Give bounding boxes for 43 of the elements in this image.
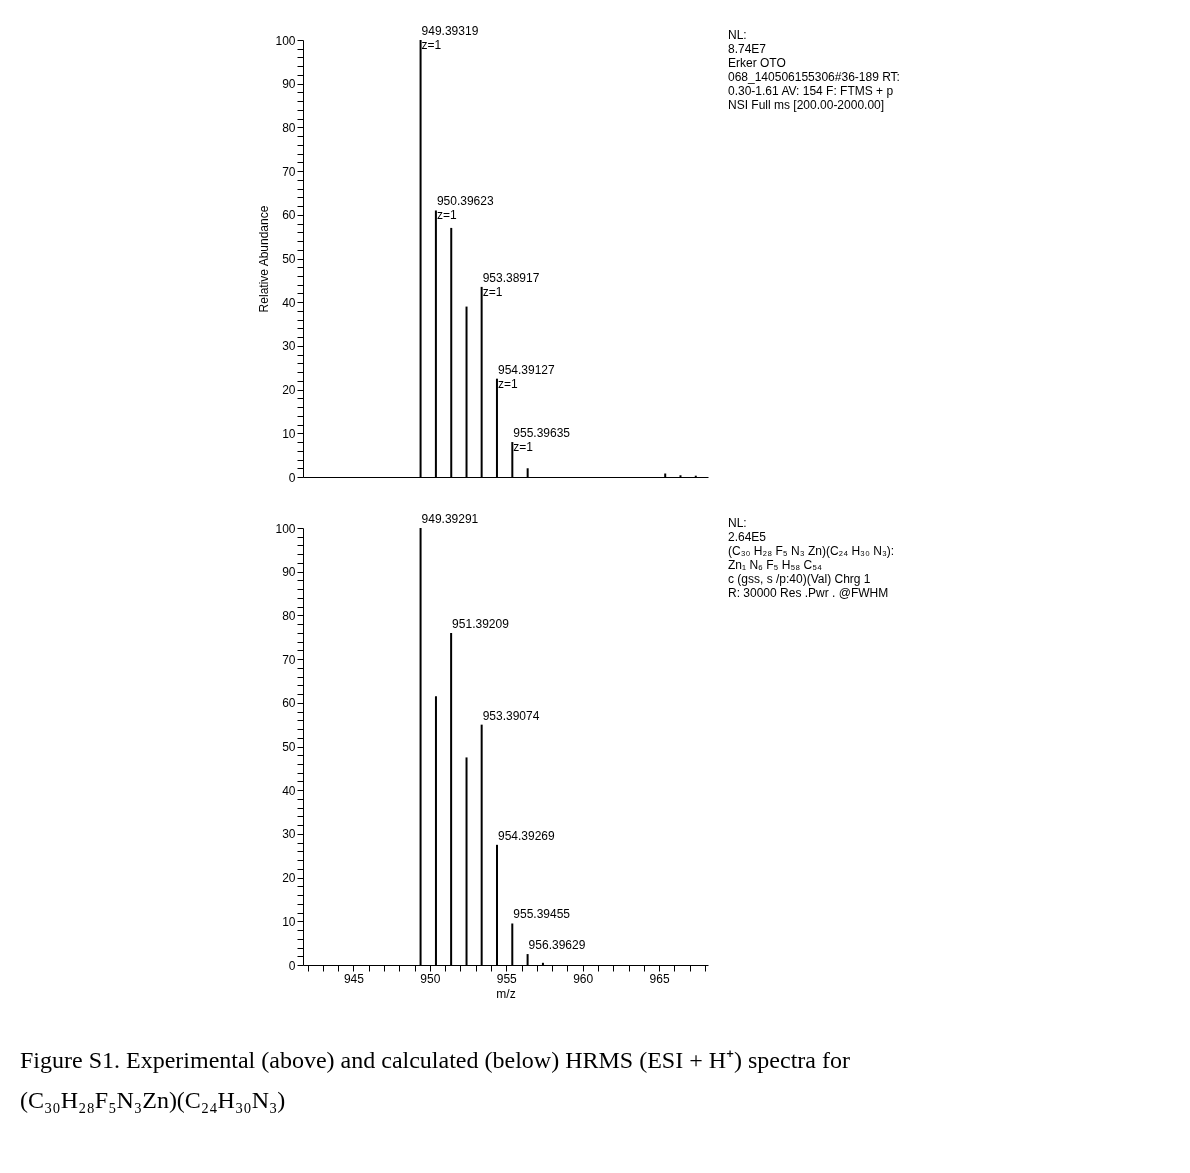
y-tick-label: 30 — [282, 827, 296, 842]
x-tick-label: 955 — [496, 971, 518, 986]
text: NL: 2.64E5 (C₃₀ H₂₈ F₅ N₃ Zn)(C₂₄ H₃₀ N₃): Zn₁ N₆ F₅ H₅₈ C₅₄ c (gss, s /p:40)(Val) Chrg 1 R: 30000 Res .Pwr . @FWHM — [728, 516, 895, 600]
caption: Figure S1. Experimental (above) and calculated (below) HRMS (ESI + H⁺) spectra for (C₃₀H₂₈F₅N₃Zn)(C₂₄H₃₀N₃) — [20, 1047, 850, 1113]
y-tick-label: 90 — [282, 565, 296, 580]
annotation: 955.39635 z=1 — [513, 426, 571, 455]
y-tick-label: 100 — [275, 33, 296, 48]
y-tick-label: 60 — [282, 208, 296, 223]
annotation: 954.39127 z=1 — [497, 362, 556, 391]
y-tick-label: 50 — [282, 252, 296, 266]
x-tick-label: 950 — [420, 971, 441, 986]
y-tick-label: 70 — [282, 164, 296, 179]
annotation: 954.39269 — [497, 828, 556, 843]
annotation: 949.39319 z=1 — [421, 24, 479, 52]
y-tick-label: 60 — [282, 696, 296, 711]
y-tick-label: 100 — [275, 521, 296, 536]
x-tick-label: 965 — [649, 971, 670, 986]
x-axis-title: m/z — [496, 986, 516, 1001]
y-tick-label: 10 — [282, 914, 296, 929]
y-tick-label: 10 — [282, 426, 296, 441]
y-tick-label: 50 — [282, 740, 296, 754]
y-tick-label: 30 — [282, 339, 296, 354]
y-tick-label: 40 — [282, 783, 296, 798]
y-tick-label: 70 — [282, 652, 296, 667]
annotation: 953.39074 — [482, 708, 540, 723]
annotation: 951.39209 — [452, 616, 510, 631]
y-axis-title: Relative Abundance — [257, 205, 272, 313]
annotation: 956.39629 — [528, 938, 586, 953]
y-tick-label: 20 — [282, 383, 296, 398]
x-tick-label: 960 — [573, 971, 594, 986]
annotation: 955.39455 — [513, 907, 571, 922]
annotation: 953.38917 z=1 — [482, 270, 540, 299]
annotation: 950.39623 z=1 — [436, 194, 494, 223]
y-tick-label: 20 — [282, 871, 296, 886]
text: NL: 8.74E7 Erker OTO 068_140506155306#36-189 RT: 0.30-1.61 AV: 154 F: FTMS + p NSI Full ms [200.00-2000.00] — [728, 28, 900, 112]
y-tick-label: 80 — [282, 120, 296, 135]
y-tick-label: 80 — [282, 608, 296, 623]
y-tick-label: 0 — [288, 958, 296, 973]
annotation: 949.39291 — [421, 512, 479, 526]
x-tick-label: 945 — [343, 971, 365, 986]
y-tick-label: 90 — [282, 77, 296, 92]
y-tick-label: 40 — [282, 295, 296, 310]
y-tick-label: 0 — [288, 470, 296, 485]
